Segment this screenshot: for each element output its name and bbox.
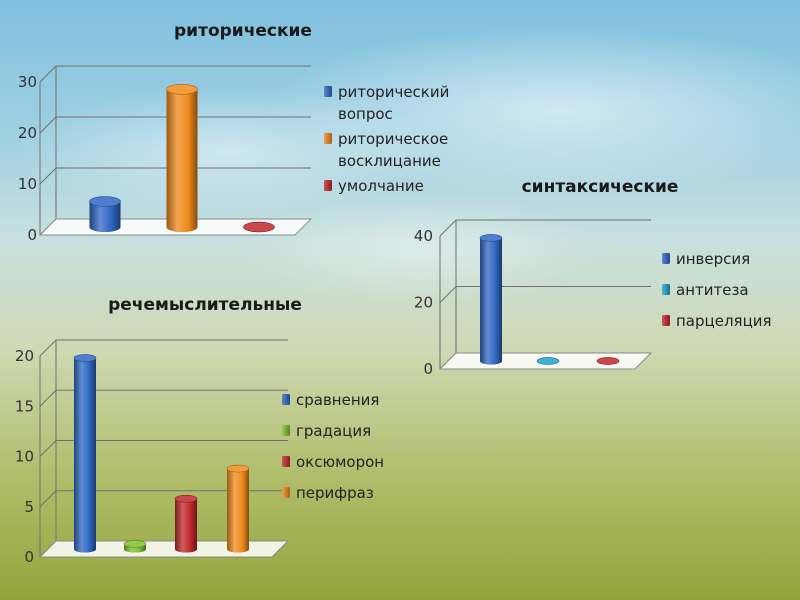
bar-top [243, 221, 275, 233]
bar-1 [479, 234, 503, 365]
legend-swatch [324, 180, 332, 191]
chart-floor [38, 540, 290, 558]
legend-swatch [282, 487, 290, 498]
legend-item: риторический вопрос [324, 83, 449, 123]
chart-sintaksicheskie: синтаксические 0 20 40 инверсия антитеза парце… [414, 177, 772, 378]
legend-item: оксюморон [282, 453, 384, 471]
legend-label: умолчание [338, 177, 424, 195]
chart-title: риторические [174, 21, 312, 41]
gridline [439, 286, 651, 303]
legend-swatch [282, 394, 290, 405]
legend-item: инверсия [662, 250, 750, 268]
bar-top [89, 196, 121, 207]
legend-label: вопрос [338, 105, 393, 123]
legend-item: градация [282, 422, 371, 440]
y-tick-label: 10 [18, 175, 37, 193]
legend-swatch [282, 425, 290, 436]
legend-swatch [662, 315, 670, 326]
chart-ritoricheskie: риторические0102030риторическийвопросрит… [18, 21, 449, 244]
gridline [39, 65, 311, 83]
chart-title: речемыслительные [108, 295, 302, 315]
bar-1 [89, 196, 121, 232]
gridline [439, 219, 651, 237]
bar-top [174, 494, 198, 503]
bar-2 [166, 84, 198, 232]
legend-swatch [662, 253, 670, 264]
legend-swatch [662, 284, 670, 295]
legend-label: сравнения [296, 391, 379, 409]
y-tick-label: 10 [15, 448, 34, 466]
legend-swatch [324, 86, 332, 97]
bar-top [166, 84, 198, 95]
bar-body [227, 468, 249, 553]
bar-3 [243, 221, 275, 233]
legend-item: парцеляция [662, 312, 772, 330]
bar-2 [536, 357, 560, 365]
bar-2 [123, 540, 147, 553]
legend-label: парцеляция [676, 312, 772, 330]
bar-4 [226, 464, 250, 553]
legend-label: инверсия [676, 250, 750, 268]
bar-body [74, 358, 96, 553]
legend-label: антитеза [676, 281, 749, 299]
y-tick-label: 0 [24, 548, 34, 566]
legend-label: восклицание [338, 152, 441, 170]
y-tick-label: 20 [414, 294, 433, 312]
legend-label: оксюморон [296, 453, 384, 471]
y-tick-label: 5 [24, 498, 34, 516]
chart-rechemyslitelnye: речемыслительные 0 5 10 15 20 сравнения градаци… [15, 295, 384, 566]
bar-body [175, 498, 197, 553]
gridline [39, 339, 288, 357]
bar-top [536, 357, 560, 365]
legend-swatch [324, 133, 332, 144]
bar-1 [73, 354, 97, 553]
legend-item: риторическое восклицание [324, 130, 448, 170]
legend-label: градация [296, 422, 371, 440]
legend-label: риторическое [338, 130, 448, 148]
legend-label: перифраз [296, 484, 374, 502]
y-tick-label: 0 [423, 360, 433, 378]
bar-body [89, 201, 121, 232]
legend-swatch [282, 456, 290, 467]
y-tick-label: 20 [15, 347, 34, 365]
legend-label: риторический [338, 83, 449, 101]
bar-body [480, 237, 502, 365]
bar-body [166, 89, 198, 232]
y-tick-label: 30 [18, 73, 37, 91]
bar-top [73, 354, 97, 362]
bar-top [123, 540, 147, 548]
bar-3 [596, 357, 620, 365]
y-tick-label: 40 [414, 227, 433, 245]
y-tick-label: 20 [18, 124, 37, 142]
chart-title: синтаксические [522, 177, 679, 197]
bar-3 [174, 494, 198, 553]
y-tick-label: 15 [15, 397, 34, 415]
bar-top [226, 464, 250, 473]
legend-item: сравнения [282, 391, 379, 409]
legend-item: умолчание [324, 177, 424, 195]
y-tick-label: 0 [27, 226, 37, 244]
bar-top [596, 357, 620, 365]
legend-item: перифраз [282, 484, 374, 502]
legend-item: антитеза [662, 281, 749, 299]
bar-top [479, 234, 503, 242]
